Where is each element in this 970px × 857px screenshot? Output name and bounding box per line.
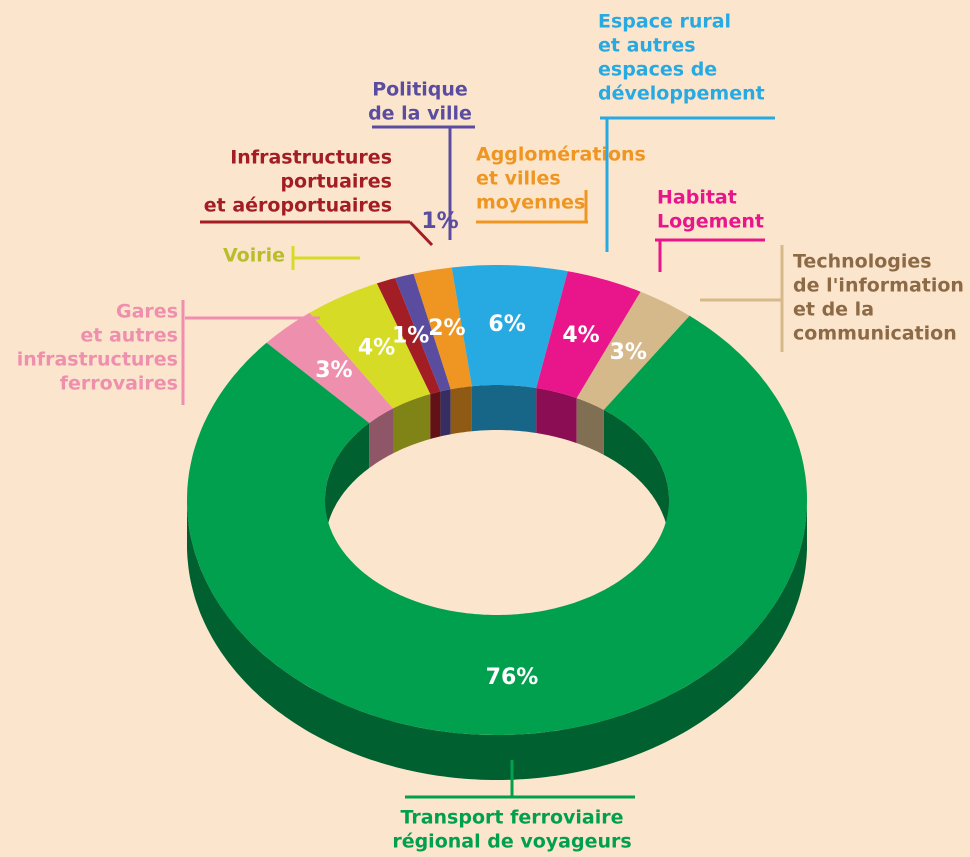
category-label: de la ville (368, 103, 472, 125)
category-label: infrastructures (17, 349, 178, 371)
inner-wall (576, 398, 604, 455)
inner-wall (430, 391, 441, 439)
category-label: Politique (372, 79, 468, 101)
category-label: espaces de (598, 59, 717, 81)
category-label: développement (598, 83, 765, 105)
category-label: et autres (598, 35, 696, 57)
value-label: 1% (392, 324, 429, 349)
inner-wall (536, 388, 577, 444)
value-label: 3% (610, 340, 647, 365)
inner-wall (369, 408, 393, 468)
inner-wall (325, 423, 370, 545)
category-label: Espace rural (598, 11, 731, 33)
value-label: 6% (488, 312, 525, 337)
category-label: et de la (793, 299, 874, 321)
donut-slice (395, 273, 451, 392)
value-label: 2% (428, 316, 465, 341)
value-label: 1% (421, 209, 458, 234)
category-label: Infrastructures (230, 147, 392, 169)
category-label: et aéroportuaires (204, 195, 392, 217)
value-label: 3% (315, 358, 352, 383)
category-label: Transport ferroviaire (400, 807, 623, 829)
category-label: régional de voyageurs (392, 831, 631, 853)
value-label: 4% (562, 323, 599, 348)
donut-slice (576, 291, 690, 410)
donut-slice (376, 278, 441, 394)
donut-slice (187, 315, 807, 735)
donut-slice (266, 312, 393, 423)
category-label: Logement (657, 211, 764, 233)
category-label: de l'information (793, 275, 964, 297)
category-label: Voirie (223, 245, 285, 267)
category-label: et autres (80, 325, 178, 347)
donut-slice (413, 267, 472, 390)
donut-slice (451, 265, 568, 388)
donut-slice (309, 283, 431, 409)
category-label: Technologies (793, 251, 932, 273)
category-label: ferrovaires (60, 373, 178, 395)
leader-line (408, 220, 434, 247)
value-label: 4% (358, 335, 395, 360)
category-label: moyennes (476, 192, 585, 214)
outer-wall (187, 500, 807, 780)
category-label: Agglomérations (476, 144, 646, 166)
category-label: Habitat (657, 187, 737, 209)
inner-wall (603, 409, 669, 545)
inner-wall (393, 394, 431, 454)
category-label: portuaires (280, 171, 392, 193)
inner-wall (471, 385, 537, 433)
inner-wall (440, 389, 451, 437)
value-label: 76% (486, 665, 539, 690)
category-label: Gares (116, 301, 178, 323)
category-label: et villes (476, 168, 561, 190)
donut-slice (536, 271, 641, 399)
category-label: communication (793, 323, 957, 345)
inner-wall (450, 386, 472, 435)
